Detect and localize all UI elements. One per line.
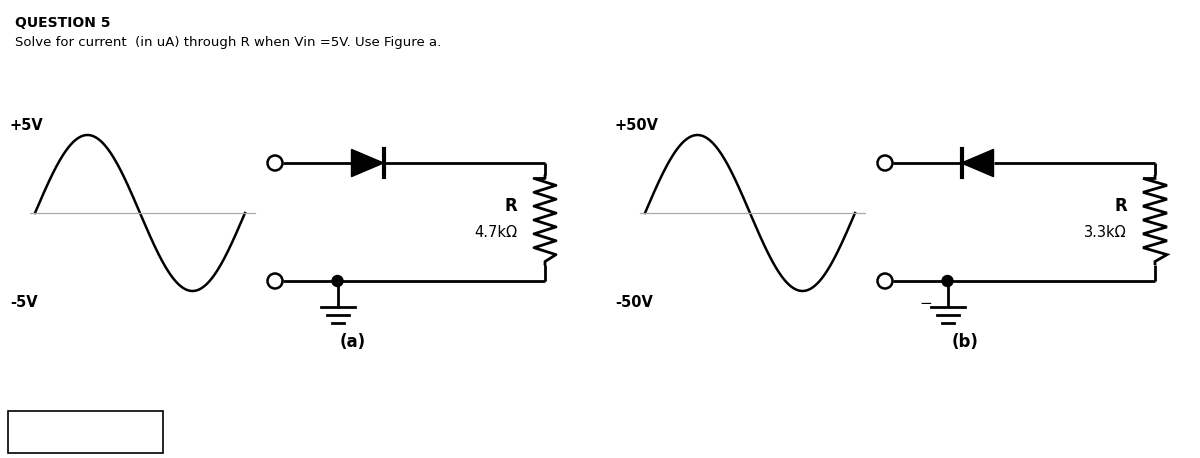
Polygon shape [352,149,384,177]
Text: -50V: -50V [616,295,653,310]
Text: R: R [1115,197,1127,215]
Bar [8,411,163,453]
Text: R: R [504,197,517,215]
Text: +50V: +50V [616,118,659,133]
Polygon shape [961,149,994,177]
Text: (a): (a) [340,333,366,351]
Text: 4.7kΩ: 4.7kΩ [474,224,517,240]
Text: Solve for current  (in uA) through R when Vin =5V. Use Figure a.: Solve for current (in uA) through R when… [14,36,442,49]
Text: (b): (b) [952,333,979,351]
Circle shape [942,276,953,287]
Text: QUESTION 5: QUESTION 5 [14,16,110,30]
Circle shape [332,276,343,287]
Text: -5V: -5V [10,295,37,310]
Text: −: − [919,296,932,311]
Text: 3.3kΩ: 3.3kΩ [1085,224,1127,240]
Text: +5V: +5V [10,118,43,133]
